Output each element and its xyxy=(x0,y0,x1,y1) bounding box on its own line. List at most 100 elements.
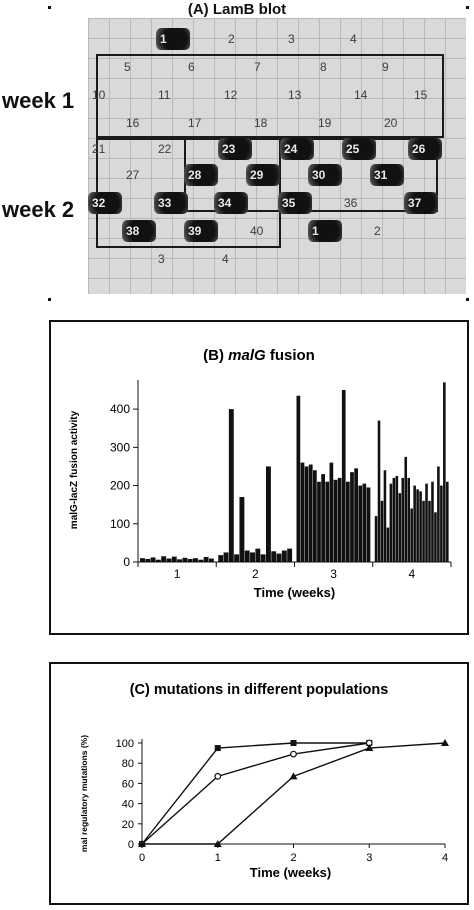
grid-line xyxy=(88,18,89,294)
x-tick-label: 4 xyxy=(409,567,416,581)
corner-mark xyxy=(466,6,469,9)
bar xyxy=(255,548,261,562)
bar xyxy=(434,512,437,562)
lamb-blot-image: 1 2 3 4 5 6 7 8 9 10 11 12 13 14 15 16 17 18 19 20 21 22 23 24 2… xyxy=(88,18,466,294)
bar xyxy=(350,472,354,562)
blot-cell-label: 4 xyxy=(222,252,229,266)
bar xyxy=(317,481,321,562)
bar xyxy=(177,559,183,562)
bar xyxy=(182,557,188,562)
blot-cell-label: 32 xyxy=(92,196,106,210)
y-tick-label: 0 xyxy=(128,839,134,851)
grid-line xyxy=(88,78,466,79)
grid-line xyxy=(151,18,152,294)
series-line xyxy=(141,742,370,845)
blot-cell-label: 29 xyxy=(250,168,264,182)
data-point xyxy=(214,772,222,780)
bar xyxy=(354,468,358,562)
mutations-panel: (C) mutations in different populations 0 2… xyxy=(49,662,469,905)
grid-line xyxy=(88,98,466,99)
blot-cell-label: 38 xyxy=(126,224,140,238)
bar xyxy=(341,390,346,562)
y-axis-label: malG-lacZ fusion activity xyxy=(69,410,80,529)
blot-cell-label: 13 xyxy=(288,88,302,102)
grid-line xyxy=(340,18,341,294)
data-point xyxy=(290,750,297,758)
blot-cell-label: 12 xyxy=(224,88,238,102)
bar xyxy=(333,479,338,562)
bar xyxy=(296,395,301,562)
blot-spot xyxy=(370,164,404,186)
y-tick-label: 20 xyxy=(122,819,134,831)
series-line xyxy=(141,742,370,845)
blot-spot xyxy=(184,220,218,242)
data-point xyxy=(213,840,222,847)
blot-spot xyxy=(214,192,248,214)
bar xyxy=(155,559,161,562)
corner-mark xyxy=(48,298,51,301)
bar xyxy=(437,466,440,562)
x-axis-label: Time (weeks) xyxy=(250,865,331,880)
blot-spot xyxy=(246,164,280,186)
bar xyxy=(362,483,367,562)
grid-line xyxy=(382,18,383,294)
mutations-chart: (C) mutations in different populations 0 2… xyxy=(79,682,449,880)
bar xyxy=(407,477,410,562)
bar xyxy=(234,554,240,562)
chart-title: (C) mutations in different populations xyxy=(130,682,389,698)
bar xyxy=(366,487,371,562)
grid-line xyxy=(88,18,466,19)
bar xyxy=(145,558,151,562)
blot-spot xyxy=(88,192,122,214)
blot-cell-label: 36 xyxy=(344,196,358,210)
grid-line xyxy=(88,238,466,239)
bar xyxy=(223,552,229,562)
blot-cell-label: 35 xyxy=(282,196,296,210)
blot-cell-label: 21 xyxy=(92,142,106,156)
data-point xyxy=(290,740,297,746)
bar xyxy=(392,477,396,562)
blot-cell-label: 40 xyxy=(250,224,264,238)
bar xyxy=(150,557,156,562)
y-tick-label: 40 xyxy=(122,799,134,811)
bar xyxy=(431,481,434,562)
bar xyxy=(446,481,449,562)
grid-line xyxy=(88,218,466,219)
y-tick-label: 300 xyxy=(110,440,130,454)
blot-cell-label: 28 xyxy=(188,168,202,182)
grid-line xyxy=(172,18,173,294)
data-point xyxy=(138,840,146,847)
blot-cell-label: 24 xyxy=(284,142,298,156)
bar xyxy=(325,481,330,562)
bar xyxy=(287,548,293,562)
y-tick-label: 80 xyxy=(122,758,134,770)
bar xyxy=(380,500,384,562)
bar xyxy=(208,558,214,562)
blot-cell-label: 37 xyxy=(408,196,422,210)
x-tick-label: 2 xyxy=(290,852,296,864)
bar xyxy=(265,466,271,562)
x-tick-label: 3 xyxy=(330,567,337,581)
grid-line xyxy=(88,198,466,199)
blot-spot xyxy=(408,138,442,160)
series-line xyxy=(142,742,446,845)
bar xyxy=(203,557,209,562)
bar xyxy=(271,551,277,562)
x-tick-label: 3 xyxy=(366,852,372,864)
blot-spot xyxy=(404,192,438,214)
bar xyxy=(395,476,399,562)
blot-cell-label: 18 xyxy=(254,116,268,130)
bar xyxy=(304,466,309,562)
blot-cell-label: 17 xyxy=(188,116,202,130)
bar xyxy=(443,382,446,562)
blot-frame xyxy=(96,54,444,138)
x-axis-label: Time (weeks) xyxy=(254,585,335,600)
blot-cell-label: 3 xyxy=(158,252,165,266)
bar xyxy=(313,470,317,562)
blot-cell-label: 39 xyxy=(188,224,202,238)
data-point xyxy=(214,745,221,752)
grid-line xyxy=(403,18,404,294)
blot-cell-label: 6 xyxy=(188,60,195,74)
bar xyxy=(250,552,255,562)
data-point xyxy=(289,772,298,780)
